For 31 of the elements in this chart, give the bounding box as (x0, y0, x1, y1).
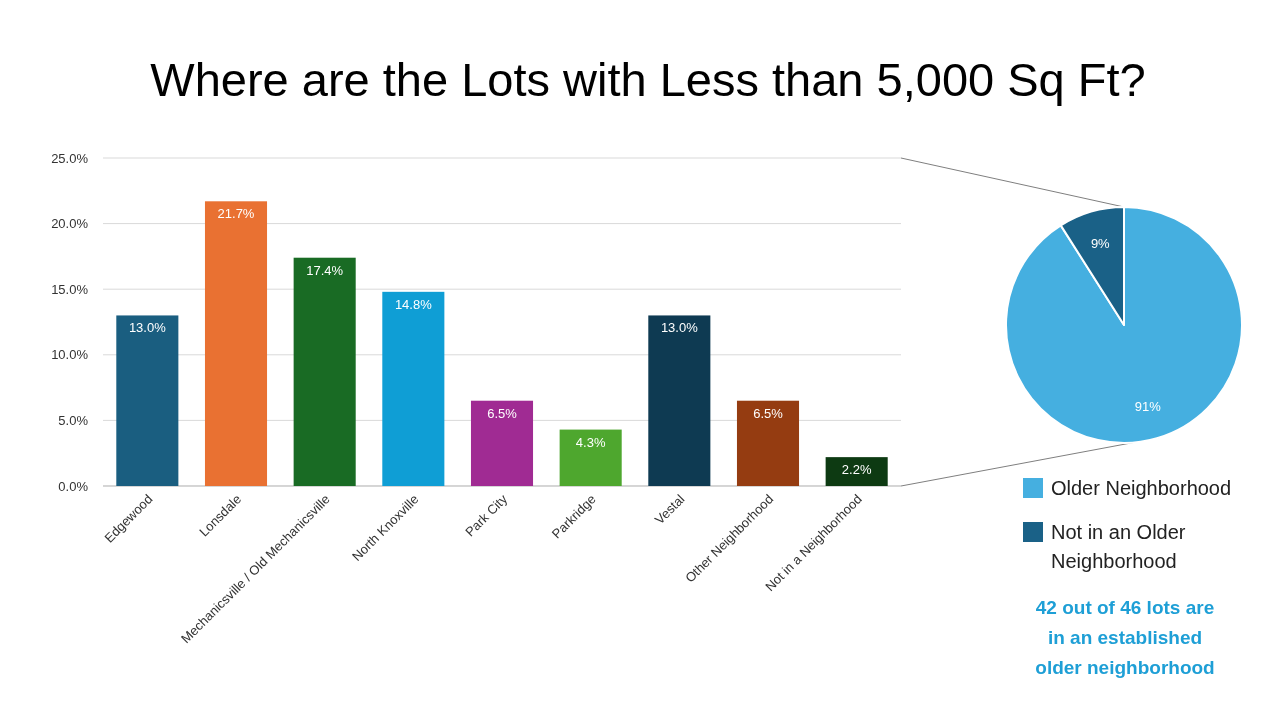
data-label: 2.2% (841, 462, 872, 478)
data-label: 17.4% (306, 262, 344, 278)
y-tick-label: 15.0% (51, 281, 89, 297)
y-tick-label: 0.0% (58, 478, 89, 494)
bar (382, 291, 445, 486)
bar (736, 400, 800, 486)
legend-label: Not in an Older Neighborhood (1051, 521, 1186, 572)
data-label: 21.7% (217, 206, 255, 222)
y-tick-label: 25.0% (51, 150, 89, 166)
y-tick-label: 20.0% (51, 216, 89, 232)
data-label: 6.5% (753, 405, 784, 421)
data-label: 91% (1134, 399, 1162, 415)
data-label: 13.0% (128, 320, 167, 336)
y-tick-label: 10.0% (51, 347, 89, 363)
bar (204, 201, 268, 486)
bar (559, 429, 622, 486)
text: 42 out of 46 lots are in an established older neighborhood (1035, 596, 1215, 678)
bar (648, 315, 711, 486)
pie-slice (1005, 206, 1243, 444)
data-label: 14.8% (394, 296, 433, 312)
data-label: 6.5% (487, 405, 518, 421)
data-label: 9% (1090, 235, 1111, 251)
data-label: 13.0% (660, 320, 699, 336)
data-label: 4.3% (575, 434, 606, 450)
bar (293, 257, 356, 486)
chart-title: Where are the Lots with Less than 5,000 Sq Ft? (150, 53, 1146, 106)
bar (825, 457, 888, 486)
bar (116, 315, 179, 486)
legend-label: Older Neighborhood (1051, 477, 1232, 499)
bar (470, 400, 534, 486)
y-tick-label: 5.0% (58, 412, 89, 428)
